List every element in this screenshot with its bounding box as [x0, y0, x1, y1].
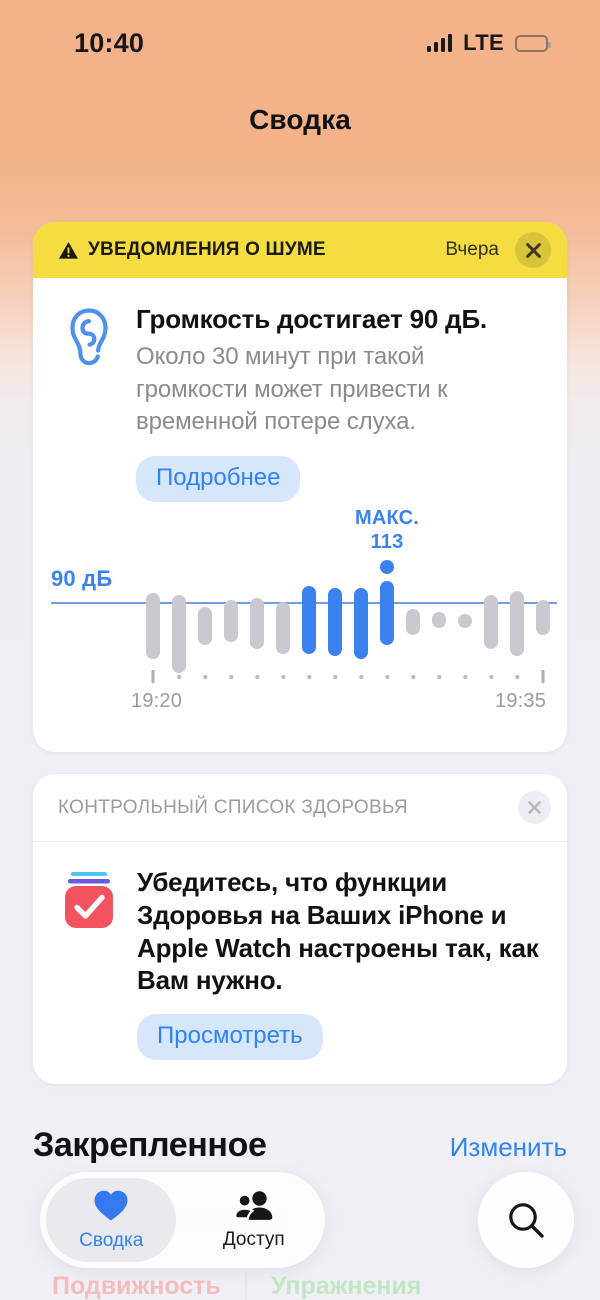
status-bar-time: 10:40 — [74, 27, 145, 58]
chart-tick-minor — [385, 675, 389, 679]
tab-summary-label: Сводка — [79, 1229, 144, 1251]
heart-icon — [93, 1189, 129, 1227]
checklist-close-button[interactable] — [518, 791, 551, 824]
health-checklist-icon — [65, 872, 113, 928]
people-icon — [233, 1190, 274, 1226]
warning-triangle-icon — [59, 241, 78, 259]
pinned-metrics-row: Подвижность Упражнения — [0, 1272, 600, 1300]
chart-axis-label-end: 19:35 — [495, 690, 547, 713]
checklist-review-button[interactable]: Просмотреть — [137, 1014, 323, 1060]
status-bar: 10:40 LTE — [0, 0, 600, 86]
metric-divider — [244, 1272, 247, 1300]
chart-bar — [536, 599, 550, 636]
checklist-body: Убедитесь, что функции Здоровья на Ваших… — [33, 842, 567, 1060]
checklist-body-text: Убедитесь, что функции Здоровья на Ваших… — [137, 867, 539, 996]
chart-bar — [302, 585, 316, 655]
noise-card-text: Громкость достигает 90 дБ. Около 30 мину… — [136, 304, 540, 503]
noise-notification-card[interactable]: УВЕДОМЛЕНИЯ О ШУМЕ Вчера Громкость дости… — [33, 222, 567, 752]
close-icon — [528, 801, 541, 814]
pinned-edit-button[interactable]: Изменить — [449, 1132, 567, 1162]
page-title: Сводка — [249, 104, 351, 135]
chart-bar — [224, 599, 238, 643]
chart-bar — [406, 609, 420, 636]
noise-banner: УВЕДОМЛЕНИЯ О ШУМЕ Вчера — [33, 222, 567, 278]
noise-banner-left: УВЕДОМЛЕНИЯ О ШУМЕ — [58, 239, 445, 261]
noise-card-body: Громкость достигает 90 дБ. Около 30 мину… — [33, 278, 567, 503]
chart-bar — [354, 588, 368, 659]
chart-tick-minor — [489, 675, 493, 679]
noise-banner-timestamp: Вчера — [445, 239, 499, 260]
chart-bar — [380, 581, 394, 645]
battery-icon — [515, 34, 551, 52]
chart-bar — [432, 611, 446, 629]
pinned-title: Закрепленное — [33, 1126, 267, 1164]
chart-bar — [198, 607, 212, 645]
chart-tick-minor — [255, 675, 259, 679]
chart-max-dot — [380, 560, 394, 575]
chart-tick-minor — [437, 675, 441, 679]
chart-tick-minor — [307, 675, 311, 679]
tab-summary[interactable]: Сводка — [40, 1172, 183, 1268]
tab-sharing-label: Доступ — [222, 1228, 285, 1250]
ear-icon — [70, 308, 108, 366]
checklist-header: КОНТРОЛЬНЫЙ СПИСОК ЗДОРОВЬЯ — [33, 774, 567, 842]
chart-tick-minor — [203, 675, 207, 679]
noise-learn-more-button[interactable]: Подробнее — [136, 456, 301, 503]
chart-bar — [172, 595, 186, 673]
search-button[interactable] — [478, 1172, 574, 1268]
noise-level-chart[interactable]: МАКС. 113 90 дБ 19:20 19:35 — [33, 507, 567, 713]
chart-tick-minor — [411, 675, 415, 679]
metric-label-mobility[interactable]: Подвижность — [52, 1272, 221, 1300]
chart-bar — [458, 614, 472, 629]
chart-axis-label-start: 19:20 — [131, 690, 183, 713]
chart-tick-minor — [281, 675, 285, 679]
close-icon — [525, 242, 541, 258]
health-checklist-card[interactable]: КОНТРОЛЬНЫЙ СПИСОК ЗДОРОВЬЯ Убедитесь, ч… — [33, 774, 567, 1084]
tab-sharing[interactable]: Доступ — [183, 1172, 326, 1268]
noise-headline: Громкость достигает 90 дБ. — [136, 304, 487, 334]
chart-bar — [328, 588, 342, 657]
metric-label-exercise[interactable]: Упражнения — [270, 1272, 422, 1300]
chart-tick-minor — [515, 675, 519, 679]
chart-tick-major — [541, 670, 545, 684]
chart-tick-minor — [229, 675, 233, 679]
network-type-label: LTE — [463, 30, 504, 55]
noise-banner-title: УВЕДОМЛЕНИЯ О ШУМЕ — [88, 239, 326, 260]
noise-body-text: Около 30 минут при такой громкости может… — [136, 342, 448, 436]
status-bar-indicators: LTE — [426, 30, 551, 56]
chart-bar — [484, 595, 498, 650]
signal-bars-icon — [426, 34, 453, 52]
chart-tick-minor — [177, 675, 181, 679]
chart-tick-major — [151, 670, 155, 684]
checklist-text-block: Убедитесь, что функции Здоровья на Ваших… — [137, 866, 540, 1060]
chart-bar — [146, 592, 160, 659]
chart-max-label: МАКС. 113 — [354, 507, 420, 554]
tab-bar[interactable]: Сводка Доступ — [40, 1172, 325, 1268]
pinned-section-header: Закрепленное Изменить — [0, 1126, 600, 1165]
noise-banner-close-button[interactable] — [515, 232, 551, 268]
chart-tick-minor — [359, 675, 363, 679]
chart-threshold-label: 90 дБ — [51, 566, 113, 592]
search-icon — [509, 1203, 544, 1238]
chart-bar — [510, 590, 524, 657]
chart-bar — [276, 602, 290, 655]
checklist-header-title: КОНТРОЛЬНЫЙ СПИСОК ЗДОРОВЬЯ — [58, 796, 408, 818]
chart-tick-minor — [333, 675, 337, 679]
chart-tick-minor — [463, 675, 467, 679]
chart-bar — [250, 597, 264, 650]
